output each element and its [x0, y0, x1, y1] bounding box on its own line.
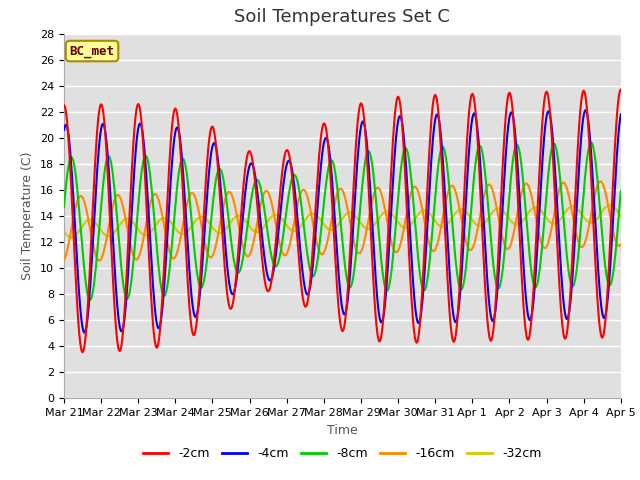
-8cm: [444, 168, 451, 173]
Line: -8cm: -8cm: [64, 143, 621, 300]
Legend: -2cm, -4cm, -8cm, -16cm, -32cm: -2cm, -4cm, -8cm, -16cm, -32cm: [138, 442, 547, 465]
-8cm: [588, 140, 595, 145]
-32cm: [389, 212, 397, 218]
-4cm: [389, 182, 397, 188]
-2cm: [389, 142, 397, 148]
-32cm: [60, 229, 68, 235]
-8cm: [60, 204, 68, 210]
-2cm: [60, 102, 68, 108]
-4cm: [581, 108, 589, 113]
-16cm: [566, 201, 574, 207]
-16cm: [444, 191, 451, 197]
Text: BC_met: BC_met: [70, 45, 115, 58]
-4cm: [207, 152, 215, 157]
-2cm: [335, 304, 342, 310]
X-axis label: Time: Time: [327, 424, 358, 437]
Y-axis label: Soil Temperature (C): Soil Temperature (C): [22, 152, 35, 280]
-2cm: [566, 287, 574, 293]
Line: -2cm: -2cm: [64, 90, 621, 352]
-32cm: [67, 234, 75, 240]
Line: -16cm: -16cm: [64, 181, 621, 261]
-16cm: [597, 179, 605, 184]
-16cm: [617, 241, 625, 247]
-2cm: [79, 349, 86, 355]
-16cm: [335, 188, 342, 193]
-8cm: [389, 257, 397, 263]
-8cm: [617, 188, 625, 194]
Line: -32cm: -32cm: [64, 205, 621, 237]
Line: -4cm: -4cm: [64, 110, 621, 333]
-32cm: [617, 213, 625, 219]
-4cm: [60, 127, 68, 133]
-8cm: [207, 219, 215, 225]
-16cm: [389, 244, 397, 250]
-4cm: [617, 111, 625, 117]
-2cm: [207, 126, 215, 132]
-2cm: [183, 266, 191, 272]
-16cm: [183, 202, 191, 207]
-16cm: [60, 257, 68, 263]
-8cm: [86, 297, 94, 303]
-32cm: [444, 221, 451, 227]
-2cm: [444, 277, 451, 283]
-8cm: [566, 279, 574, 285]
-16cm: [207, 254, 215, 260]
-32cm: [183, 229, 191, 235]
-4cm: [566, 298, 574, 303]
-32cm: [566, 204, 574, 210]
-2cm: [617, 87, 625, 93]
-4cm: [183, 230, 191, 236]
-4cm: [80, 330, 88, 336]
-16cm: [96, 258, 104, 264]
-32cm: [207, 222, 215, 228]
-8cm: [183, 172, 191, 178]
-32cm: [606, 203, 614, 208]
-4cm: [335, 270, 342, 276]
-4cm: [444, 237, 451, 243]
Title: Soil Temperatures Set C: Soil Temperatures Set C: [234, 9, 451, 26]
-32cm: [335, 221, 342, 227]
-8cm: [335, 197, 342, 203]
